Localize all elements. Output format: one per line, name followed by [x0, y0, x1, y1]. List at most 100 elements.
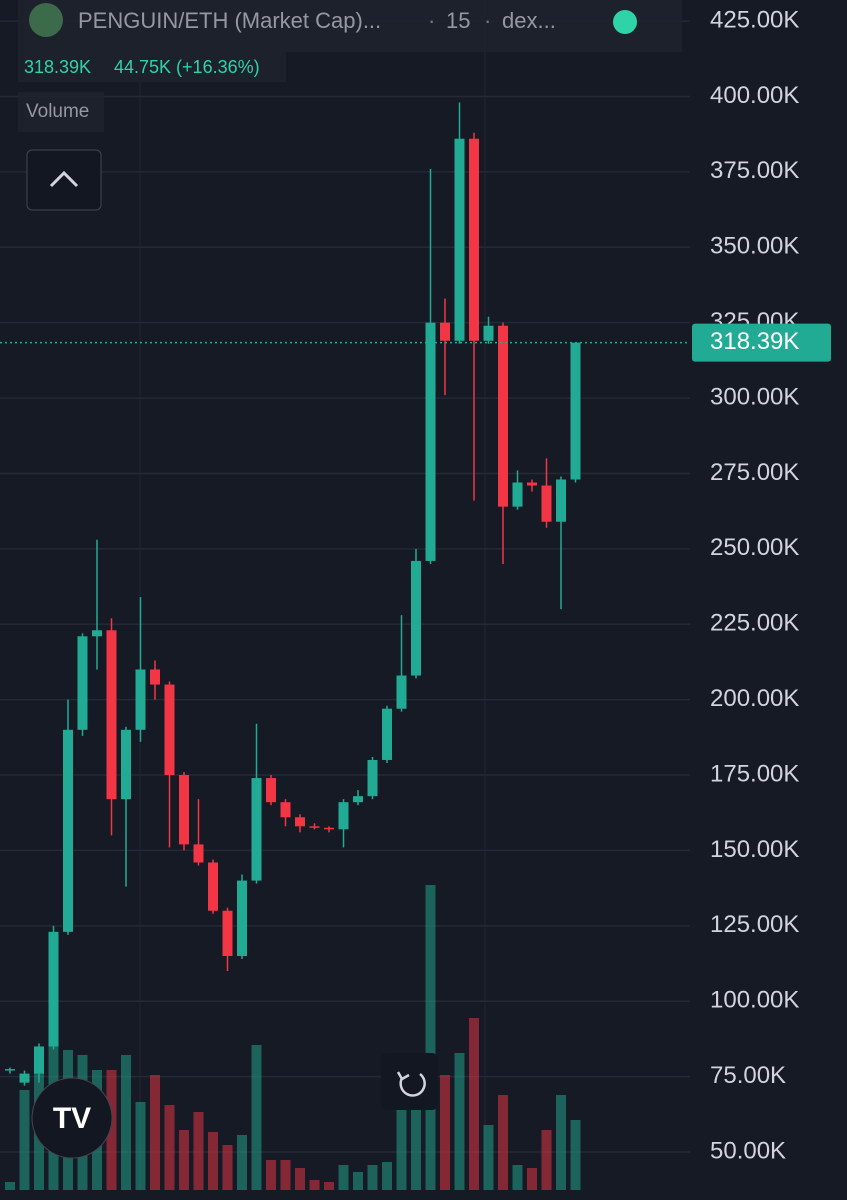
- values-bar: [18, 52, 286, 82]
- collapse-button[interactable]: [26, 149, 102, 211]
- candle-layer: [5, 102, 581, 1086]
- volume-bar: [454, 1053, 465, 1190]
- volume-bar: [309, 1180, 320, 1190]
- candle-body: [77, 636, 88, 730]
- candle-body: [251, 778, 262, 881]
- volume-bar: [483, 1125, 494, 1190]
- volume-bar: [498, 1095, 508, 1190]
- volume-bar: [425, 885, 436, 1190]
- candle-body: [425, 322, 436, 561]
- volume-bar: [353, 1172, 363, 1190]
- y-tick-label: 75.00K: [710, 1062, 786, 1089]
- candle-body: [150, 669, 160, 685]
- y-tick-label: 200.00K: [710, 685, 799, 712]
- candle-body: [353, 796, 363, 803]
- reset-icon: [396, 1071, 426, 1097]
- volume-bar: [382, 1162, 392, 1190]
- volume-bar: [570, 1120, 581, 1190]
- y-tick-label: 125.00K: [710, 911, 799, 938]
- volume-bar: [396, 1100, 407, 1190]
- volume-bar: [541, 1130, 552, 1190]
- volume-bar: [411, 1080, 421, 1190]
- candle-body: [454, 138, 465, 341]
- candle-body: [222, 910, 233, 956]
- candle-body: [338, 802, 349, 830]
- candle-body: [164, 684, 175, 776]
- reset-button[interactable]: [381, 1053, 438, 1110]
- interval: 15: [446, 8, 470, 33]
- candle-body: [208, 862, 218, 911]
- candle-body: [193, 844, 204, 863]
- candle-body: [266, 778, 276, 803]
- volume-bar: [251, 1045, 262, 1190]
- price-axis: 50.00K 75.00K 100.00K 125.00K 150.00K 175.00K…: [0, 6, 831, 1164]
- candle-body: [237, 880, 247, 956]
- header-bar: [18, 0, 682, 52]
- candle-body: [135, 669, 146, 730]
- sep: ·: [428, 8, 435, 33]
- candle-body: [121, 729, 131, 800]
- volume-bar: [106, 1070, 117, 1190]
- volume-bar: [121, 1055, 131, 1190]
- volume-bar: [135, 1102, 146, 1190]
- candle-body: [48, 931, 59, 1047]
- candle-body: [179, 775, 189, 845]
- y-tick-label: 300.00K: [710, 383, 799, 410]
- y-tick-label: 275.00K: [710, 459, 799, 486]
- volume-bar: [19, 1090, 30, 1190]
- volume-bar: [324, 1182, 334, 1190]
- volume-bar: [440, 1075, 450, 1190]
- candle-body: [570, 342, 581, 480]
- candle-body: [106, 630, 117, 800]
- candle-body: [498, 325, 508, 507]
- status-dot: [613, 10, 637, 34]
- y-tick-label: 175.00K: [710, 760, 799, 787]
- y-tick-label: 250.00K: [710, 534, 799, 561]
- logo: TV: [53, 1102, 91, 1135]
- candle-body: [34, 1046, 44, 1074]
- y-tick-label: 100.00K: [710, 987, 799, 1014]
- sep: ·: [484, 8, 491, 33]
- volume-bar: [280, 1160, 291, 1190]
- y-tick-label: 150.00K: [710, 836, 799, 863]
- last-value: 318.39K: [24, 57, 91, 77]
- volume-bar: [164, 1105, 175, 1190]
- candle-body: [309, 826, 320, 828]
- candle-body: [527, 482, 537, 486]
- volume-bar: [179, 1130, 189, 1190]
- symbol: PENGUIN/ETH (Market Cap)...: [78, 8, 381, 33]
- volume-bar: [237, 1135, 247, 1190]
- volume-bar: [193, 1112, 204, 1190]
- candle-body: [5, 1069, 15, 1071]
- volume-label: Volume: [26, 101, 89, 122]
- volume-bar: [208, 1132, 218, 1190]
- candle-body: [483, 325, 494, 341]
- token-icon: [29, 3, 63, 37]
- candle-body: [92, 630, 102, 637]
- volume-bar: [150, 1075, 160, 1190]
- volume-bar: [222, 1145, 233, 1190]
- candle-body: [541, 485, 552, 522]
- volume-bar: [469, 1018, 479, 1190]
- candle-body: [512, 482, 523, 507]
- y-tick-label: 50.00K: [710, 1137, 786, 1164]
- y-tick-label: 350.00K: [710, 233, 799, 260]
- volume-bar: [266, 1160, 276, 1190]
- logo-button[interactable]: [31, 1077, 113, 1159]
- candle-body: [440, 322, 450, 341]
- change: 44.75K (+16.36%): [114, 57, 260, 77]
- candle-body: [396, 675, 407, 709]
- volume-bar: [295, 1168, 305, 1190]
- y-tick-label: 225.00K: [710, 610, 799, 637]
- candle-body: [411, 560, 421, 676]
- candle-body: [469, 138, 479, 341]
- source: dex...: [502, 8, 556, 33]
- y-tick-label: 375.00K: [710, 157, 799, 184]
- volume-bar: [338, 1165, 349, 1190]
- candle-body: [367, 759, 378, 797]
- volume-bar: [527, 1168, 537, 1190]
- y-tick-label: 425.00K: [710, 6, 799, 33]
- volume-bar: [5, 1182, 15, 1190]
